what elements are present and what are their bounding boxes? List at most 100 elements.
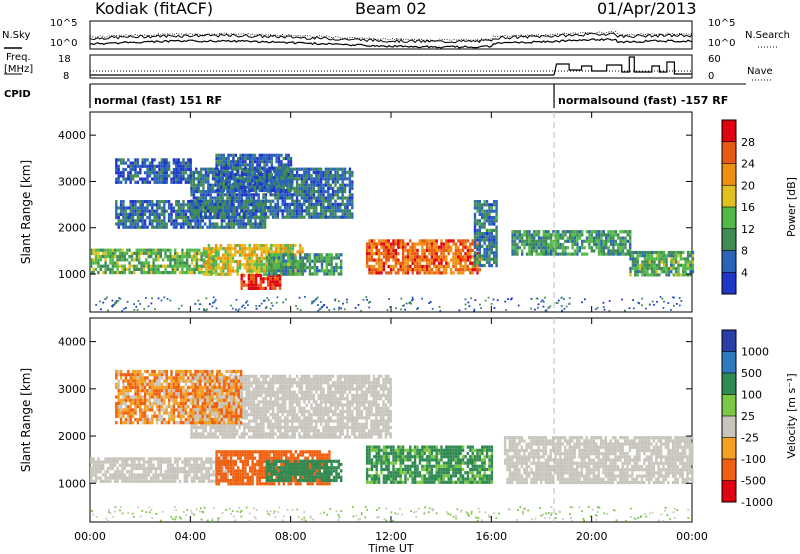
range-gate-cell (284, 266, 288, 270)
range-gate-cell (339, 174, 342, 178)
range-gate-cell (401, 242, 405, 246)
range-gate-cell (174, 466, 177, 471)
range-gate-cell (590, 239, 593, 243)
range-gate-cell (411, 268, 414, 272)
range-gate-cell (298, 212, 301, 216)
range-gate-cell (135, 264, 138, 268)
range-gate-cell (528, 242, 531, 247)
range-gate-cell (244, 209, 248, 213)
range-gate-cell (258, 243, 261, 248)
range-gate-cell (159, 473, 162, 477)
range-gate-cell (387, 245, 390, 249)
range-gate-cell (495, 251, 498, 255)
range-gate-cell (123, 476, 126, 480)
range-gate-cell (464, 239, 467, 243)
range-gate-cell (247, 216, 250, 220)
range-gate-cell (163, 206, 166, 210)
range-gate-cell (380, 239, 383, 243)
range-gate-cell (229, 243, 232, 248)
range-gate-cell (483, 248, 486, 252)
range-gate-cell (104, 255, 107, 259)
near-range-echo (206, 308, 208, 311)
range-gate-cell (684, 273, 687, 277)
range-gate-cell (646, 266, 649, 271)
range-gate-cell (117, 158, 120, 162)
range-gate-cell (271, 206, 275, 210)
range-gate-cell (106, 479, 110, 483)
range-gate-cell (277, 450, 281, 454)
range-gate-cell (300, 196, 304, 200)
near-range-echo (114, 301, 117, 304)
range-gate-cell (166, 457, 170, 461)
range-gate-cell (337, 253, 340, 257)
range-gate-cell (287, 272, 290, 276)
range-gate-cell (130, 466, 134, 471)
range-gate-cell (365, 255, 369, 259)
range-gate-cell (258, 453, 261, 457)
range-gate-cell (313, 266, 316, 270)
range-gate-cell (165, 171, 168, 175)
range-gate-cell (256, 225, 260, 229)
range-gate-cell (270, 450, 273, 454)
range-gate-cell (684, 270, 687, 274)
range-gate-cell (293, 209, 296, 213)
range-gate-cell (277, 182, 281, 186)
range-gate-cell (256, 469, 259, 473)
range-gate-cell (295, 215, 299, 219)
range-gate-cell (197, 199, 200, 203)
range-gate-cell (646, 270, 649, 274)
range-gate-cell (255, 263, 259, 267)
range-gate-cell (214, 199, 217, 203)
range-gate-cell (457, 239, 460, 243)
range-gate-cell (142, 479, 146, 483)
range-gate-cell (478, 268, 482, 272)
range-gate-cell (516, 230, 519, 234)
range-gate-cell (244, 469, 247, 473)
range-gate-cell (545, 236, 548, 240)
range-gate-cell (650, 270, 654, 274)
range-gate-cell (202, 199, 205, 203)
range-gate-cell (143, 164, 147, 168)
range-gate-cell (104, 251, 107, 255)
range-gate-cell (476, 271, 479, 275)
range-gate-cell (251, 156, 254, 161)
range-gate-cell (449, 258, 453, 262)
range-gate-cell (653, 257, 656, 261)
range-gate-cell (445, 242, 448, 246)
range-gate-cell (241, 182, 245, 186)
range-gate-cell (177, 222, 180, 226)
range-gate-cell (234, 472, 237, 476)
range-gate-cell (217, 263, 220, 267)
range-gate-cell (331, 180, 335, 184)
range-gate-cell (134, 225, 137, 229)
range-gate-cell (288, 215, 292, 219)
range-gate-cell (121, 264, 124, 268)
range-gate-cell (152, 261, 155, 265)
range-gate-cell (157, 248, 160, 252)
range-gate-cell (473, 219, 477, 223)
range-gate-cell (351, 206, 354, 210)
range-gate-cell (516, 236, 519, 240)
range-gate-cell (111, 255, 114, 259)
range-gate-cell (261, 176, 264, 180)
range-gate-cell (483, 238, 486, 242)
range-gate-cell (643, 266, 647, 271)
range-gate-cell (329, 209, 332, 213)
range-gate-cell (406, 264, 410, 269)
range-gate-cell (273, 188, 276, 193)
range-gate-cell (578, 230, 581, 234)
range-gate-cell (228, 206, 232, 210)
range-gate-cell (305, 177, 308, 181)
near-range-echo (389, 306, 392, 308)
range-gate-cell (392, 258, 395, 262)
range-gate-cell (552, 252, 555, 256)
range-gate-cell (346, 215, 349, 219)
range-gate-cell (227, 469, 230, 473)
range-gate-cell (187, 200, 190, 204)
range-gate-cell (151, 167, 154, 172)
range-gate-cell (225, 475, 228, 479)
range-gate-cell (370, 248, 374, 253)
range-gate-cell (285, 169, 288, 173)
range-gate-cell (624, 252, 627, 256)
range-gate-cell (211, 174, 215, 178)
